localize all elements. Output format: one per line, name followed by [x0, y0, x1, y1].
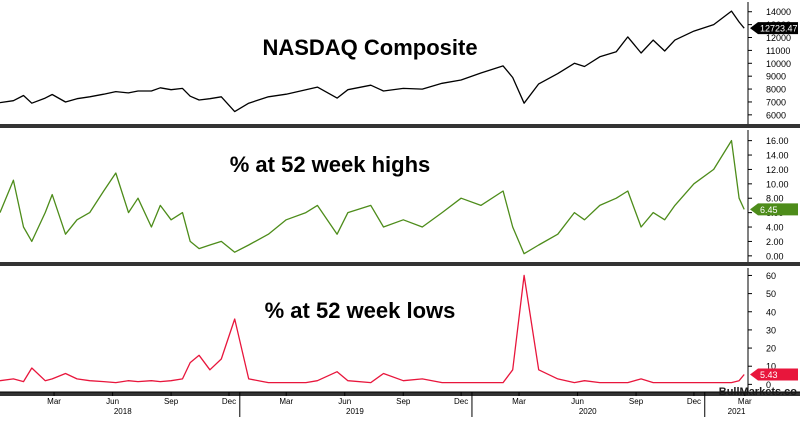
- x-tick-label: Dec: [687, 397, 701, 406]
- last-value-label: 12723.47: [760, 24, 798, 34]
- y-tick-label: 7000: [766, 97, 786, 107]
- y-tick-label: 14.00: [766, 151, 789, 161]
- x-tick-label: Sep: [396, 397, 411, 406]
- y-tick-label: 14000: [766, 7, 791, 17]
- panel-title-highs: % at 52 week highs: [230, 152, 431, 177]
- y-tick-label: 8.00: [766, 194, 784, 204]
- series-line-highs: [0, 139, 745, 255]
- series-line-nasdaq: [0, 10, 745, 113]
- y-tick-label: 12.00: [766, 165, 789, 175]
- y-tick-label: 50: [766, 289, 776, 299]
- panel-title-lows: % at 52 week lows: [265, 298, 456, 323]
- x-tick-label: Mar: [279, 397, 293, 406]
- year-label: 2020: [579, 407, 597, 416]
- last-value-label: 5.43: [760, 370, 778, 380]
- last-value-badge: [750, 22, 798, 35]
- y-tick-label: 10.00: [766, 179, 789, 189]
- y-tick-label: 20: [766, 344, 776, 354]
- y-tick-label: 9000: [766, 72, 786, 82]
- series-line-lows: [0, 274, 745, 384]
- x-tick-label: Jun: [338, 397, 351, 406]
- x-tick-label: Sep: [164, 397, 179, 406]
- y-tick-label: 16.00: [766, 136, 789, 146]
- watermark-text: BullMarkets.co: [719, 386, 798, 398]
- year-label: 2021: [728, 407, 746, 416]
- x-tick-label: Jun: [106, 397, 119, 406]
- x-tick-label: Dec: [454, 397, 468, 406]
- x-tick-label: Jun: [571, 397, 584, 406]
- x-tick-label: Mar: [738, 397, 752, 406]
- last-value-badge: [750, 203, 798, 216]
- y-tick-label: 4.00: [766, 223, 784, 233]
- year-label: 2019: [346, 407, 364, 416]
- y-tick-label: 6000: [766, 110, 786, 120]
- y-tick-label: 12000: [766, 33, 791, 43]
- last-value-label: 6.45: [760, 205, 778, 215]
- panel-nasdaq: 6000700080009000100001100012000130001400…: [0, 2, 800, 128]
- y-tick-label: 8000: [766, 85, 786, 95]
- x-tick-label: Sep: [629, 397, 644, 406]
- panel-lows: 0 10 20 30 40 50 60 % at 52 week lows 5.43: [0, 268, 800, 396]
- x-tick-label: Dec: [222, 397, 236, 406]
- last-value-badge: [750, 368, 798, 381]
- panel-highs: 0.002.004.006.008.0010.0012.0014.0016.00…: [0, 130, 800, 266]
- y-tick-label: 0.00: [766, 251, 784, 261]
- year-label: 2018: [114, 407, 132, 416]
- y-tick-label: 60: [766, 271, 776, 281]
- y-tick-label: 30: [766, 325, 776, 335]
- x-tick-label: Mar: [512, 397, 526, 406]
- y-tick-label: 2.00: [766, 237, 784, 247]
- panel-title-nasdaq: NASDAQ Composite: [262, 35, 477, 60]
- y-tick-label: 11000: [766, 46, 790, 56]
- x-tick-label: Mar: [47, 397, 61, 406]
- y-tick-label: 0: [766, 380, 771, 390]
- y-tick-label: 10: [766, 362, 776, 372]
- y-tick-label: 10000: [766, 59, 791, 69]
- y-tick-label: 40: [766, 307, 776, 317]
